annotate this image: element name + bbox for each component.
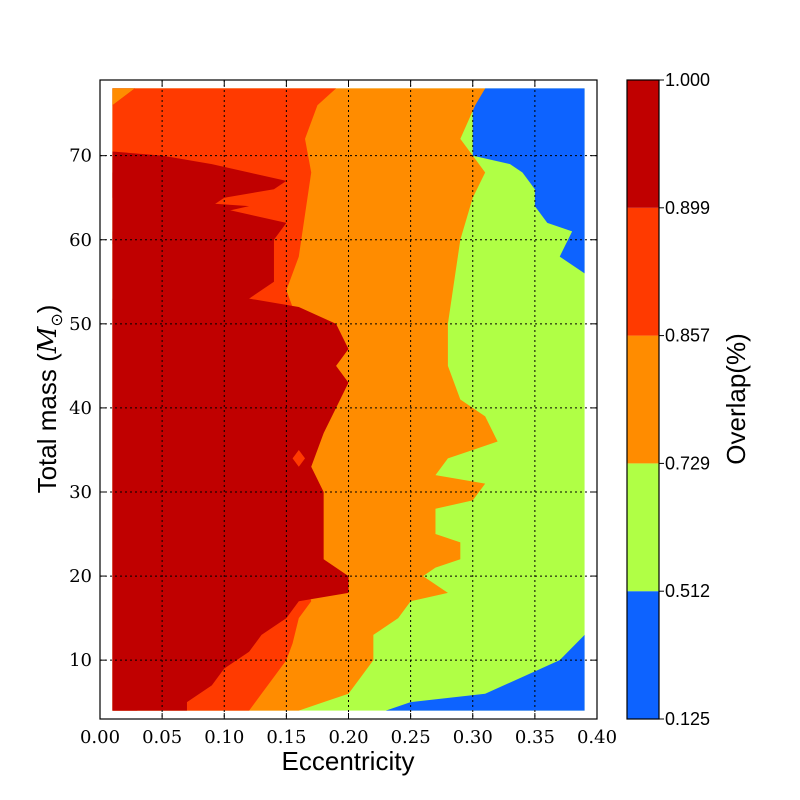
contour-band-0.125-top — [472, 88, 585, 274]
x-tick-label: 0.05 — [142, 727, 182, 748]
y-axis-title: Total mass (M⊙) — [32, 305, 66, 494]
x-tick-label: 0.30 — [453, 727, 493, 748]
y-axis-ticks: 10 20 30 40 50 60 70 — [69, 146, 597, 671]
y-tick-label: 20 — [69, 566, 92, 587]
colorbar-tick-label: 0.512 — [665, 581, 710, 601]
x-axis-title: Eccentricity — [282, 746, 415, 776]
contour-band-0.729-top-left — [112, 88, 135, 152]
colorbar-tick-label: 0.125 — [665, 709, 710, 729]
colorbar-tick-label: 0.899 — [665, 198, 710, 218]
x-tick-label: 0.00 — [80, 727, 120, 748]
gridlines — [100, 80, 597, 719]
colorbar-bands — [627, 80, 659, 719]
colorbar-tick-labels: 0.125 0.512 0.729 0.857 0.899 1.000 — [659, 70, 710, 729]
colorbar-band — [627, 207, 659, 336]
x-axis-ticks: 0.00 0.05 0.10 0.15 0.20 0.25 0.30 0.35 0.40 — [80, 80, 617, 748]
x-tick-label: 0.20 — [328, 727, 368, 748]
y-tick-label: 60 — [69, 230, 92, 251]
colorbar-title: Overlap(%) — [721, 333, 751, 464]
colorbar-tick-label: 0.729 — [665, 453, 710, 473]
colorbar-band — [627, 80, 659, 208]
contour-island-2 — [199, 301, 237, 310]
colorbar-tick-label: 0.857 — [665, 326, 710, 346]
contour-island-4 — [292, 449, 306, 467]
x-tick-label: 0.40 — [577, 727, 617, 748]
contour-island-1 — [137, 248, 187, 270]
y-tick-label: 50 — [69, 314, 92, 335]
y-tick-label: 70 — [69, 146, 92, 167]
y-tick-label: 30 — [69, 482, 92, 503]
x-tick-label: 0.25 — [391, 727, 431, 748]
y-tick-label: 10 — [69, 650, 92, 671]
colorbar-tick-label: 1.000 — [665, 70, 710, 90]
colorbar: 0.125 0.512 0.729 0.857 0.899 1.000 — [626, 70, 710, 729]
x-tick-label: 0.35 — [515, 727, 555, 748]
x-tick-label: 0.10 — [204, 727, 244, 748]
x-tick-label: 0.15 — [266, 727, 306, 748]
plot-area: 0.00 0.05 0.10 0.15 0.20 0.25 0.30 0.35 0.40 10 2… — [69, 79, 617, 748]
colorbar-band — [627, 335, 659, 464]
colorbar-band — [627, 463, 659, 592]
y-tick-label: 40 — [69, 398, 92, 419]
colorbar-band — [627, 591, 659, 719]
colorbar-frame — [626, 79, 660, 720]
